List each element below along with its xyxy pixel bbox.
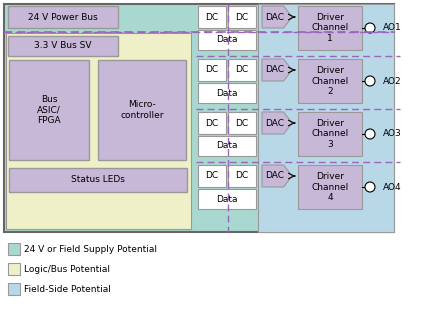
Text: DAC: DAC xyxy=(264,171,283,180)
Text: DC: DC xyxy=(205,118,218,127)
Bar xyxy=(98,60,186,160)
Text: AO4: AO4 xyxy=(382,183,401,192)
Text: Driver
Channel
2: Driver Channel 2 xyxy=(311,66,348,96)
Text: Micro-
controller: Micro- controller xyxy=(120,100,163,120)
Bar xyxy=(227,59,256,81)
Circle shape xyxy=(364,23,374,33)
Bar xyxy=(297,6,361,50)
Circle shape xyxy=(364,182,374,192)
Bar xyxy=(8,283,20,295)
Text: Driver
Channel
4: Driver Channel 4 xyxy=(311,172,348,202)
Polygon shape xyxy=(261,165,291,187)
Bar xyxy=(6,33,191,229)
Bar xyxy=(197,165,226,187)
Polygon shape xyxy=(261,6,291,28)
Text: DC: DC xyxy=(235,171,248,180)
Text: Data: Data xyxy=(216,36,237,45)
Bar xyxy=(9,168,187,192)
Bar xyxy=(197,59,226,81)
Text: Driver
Channel
3: Driver Channel 3 xyxy=(311,119,348,149)
Text: Data: Data xyxy=(216,89,237,98)
Text: Data: Data xyxy=(216,142,237,151)
Bar xyxy=(197,189,256,209)
Text: Field-Side Potential: Field-Side Potential xyxy=(24,284,111,293)
Circle shape xyxy=(364,129,374,139)
Text: DAC: DAC xyxy=(264,65,283,74)
Text: 24 V or Field Supply Potential: 24 V or Field Supply Potential xyxy=(24,245,157,254)
Circle shape xyxy=(364,76,374,86)
Bar xyxy=(8,243,20,255)
Bar xyxy=(197,136,256,156)
Text: AO1: AO1 xyxy=(382,23,401,32)
Bar xyxy=(227,112,256,134)
Text: 3.3 V Bus SV: 3.3 V Bus SV xyxy=(34,41,92,50)
Bar xyxy=(227,165,256,187)
Bar xyxy=(197,6,226,28)
Text: DC: DC xyxy=(205,65,218,74)
Polygon shape xyxy=(261,59,291,81)
Text: 24 V Power Bus: 24 V Power Bus xyxy=(28,13,98,22)
Bar xyxy=(9,60,89,160)
Bar xyxy=(197,83,256,103)
Bar xyxy=(227,6,256,28)
Text: Data: Data xyxy=(216,195,237,204)
Text: AO2: AO2 xyxy=(382,76,401,85)
Polygon shape xyxy=(261,112,291,134)
Bar xyxy=(257,4,393,232)
Bar xyxy=(197,30,256,50)
Text: Logic/Bus Potential: Logic/Bus Potential xyxy=(24,265,110,273)
Text: DC: DC xyxy=(235,65,248,74)
Bar xyxy=(297,112,361,156)
Text: Driver
Channel
1: Driver Channel 1 xyxy=(311,13,348,43)
Bar xyxy=(8,6,118,28)
Text: DC: DC xyxy=(235,13,248,22)
Bar xyxy=(8,263,20,275)
Text: AO3: AO3 xyxy=(382,129,401,138)
Bar xyxy=(197,112,226,134)
Text: DC: DC xyxy=(205,13,218,22)
Text: DAC: DAC xyxy=(264,13,283,22)
Text: DC: DC xyxy=(205,171,218,180)
Text: Status LEDs: Status LEDs xyxy=(71,176,125,185)
Text: DC: DC xyxy=(235,118,248,127)
Text: DAC: DAC xyxy=(264,118,283,127)
Bar xyxy=(297,59,361,103)
Bar xyxy=(8,36,118,56)
Bar xyxy=(4,4,393,232)
Bar xyxy=(297,165,361,209)
Text: Bus
ASIC/
FPGA: Bus ASIC/ FPGA xyxy=(37,95,61,125)
